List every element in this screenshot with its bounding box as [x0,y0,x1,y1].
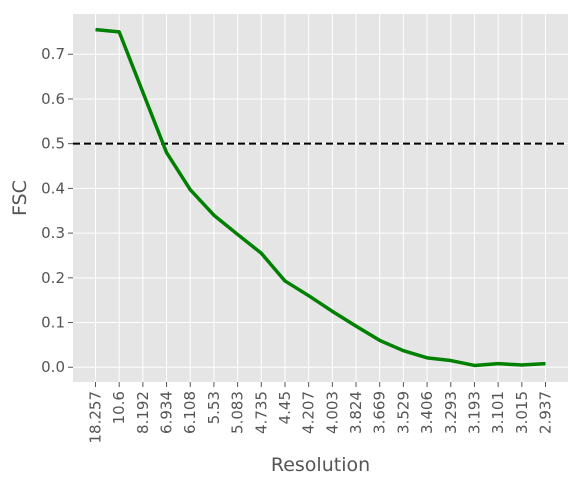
x-tick-label: 6.934 [158,391,176,434]
y-tick-label: 0.4 [41,179,65,197]
x-tick-label: 3.293 [442,391,460,434]
y-tick-label: 0.7 [41,45,65,63]
x-tick-label: 6.108 [181,391,199,434]
x-tick-label: 3.669 [371,391,389,434]
x-tick-labels: 18.257 10.6 8.192 6.934 6.108 5.53 5.083 4.735 4… [87,382,555,444]
x-tick-label: 2.937 [537,391,555,434]
x-tick-label: 4.003 [323,391,341,434]
plot-area [73,14,568,382]
y-tick-label: 0.0 [41,358,65,376]
x-tick-label: 4.735 [252,391,270,434]
y-tick-label: 0.6 [41,90,65,108]
x-tick-label: 4.207 [300,391,318,434]
x-tick-label: 3.824 [347,391,365,434]
x-tick-label: 3.406 [418,391,436,434]
x-tick-label: 18.257 [87,391,105,444]
y-tick-labels: 0.0 0.1 0.2 0.3 0.4 0.5 0.6 0.7 [41,45,73,376]
x-tick-label: 3.529 [394,391,412,434]
y-axis-label: FSC [9,180,31,216]
fsc-series-line [95,27,546,368]
x-tick-label: 5.083 [229,391,247,434]
x-tick-label: 10.6 [110,391,128,424]
y-tick-label: 0.5 [41,135,65,153]
x-axis-label: Resolution [271,454,370,476]
x-tick-label: 3.015 [513,391,531,434]
x-tick-label: 3.101 [489,391,507,434]
x-tick-label: 8.192 [134,391,152,434]
y-tick-label: 0.1 [41,314,65,332]
y-tick-label: 0.3 [41,224,65,242]
series-layer [95,27,546,368]
x-tick-label: 4.45 [276,391,294,424]
x-tick-label: 3.193 [465,391,483,434]
x-tick-label: 5.53 [205,391,223,424]
y-tick-label: 0.2 [41,269,65,287]
